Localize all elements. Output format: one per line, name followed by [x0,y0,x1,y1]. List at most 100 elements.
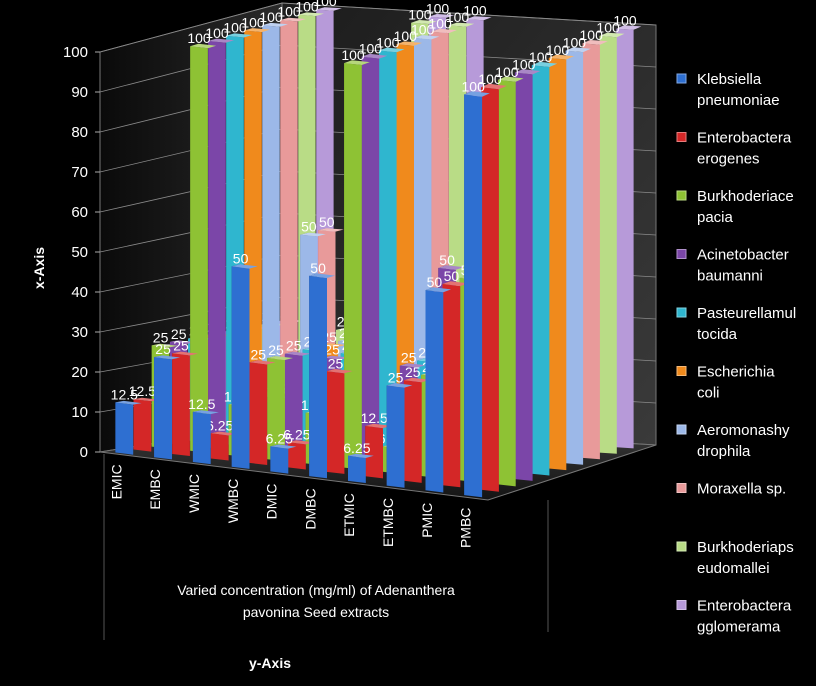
data-label: 50 [444,268,460,284]
data-label: 25 [173,337,189,353]
data-label: 12.5 [361,410,388,426]
bar-top [280,17,306,22]
legend-label: pneumoniae [697,92,780,109]
data-label: 100 [408,6,432,22]
data-label: 25 [388,370,404,386]
bar-top [115,400,142,405]
bar-front [425,290,444,493]
data-label: 50 [233,251,249,267]
bar: 50 [309,260,335,479]
y-tick-label: 30 [71,324,88,341]
legend-label: drophila [697,443,751,460]
y-tick-label: 20 [71,364,88,381]
legend-entry: Enterobactera gglomerama [676,598,792,636]
bar-front [115,402,134,455]
data-label: 12.5 [111,387,138,403]
data-label: 100 [580,27,604,43]
data-label: 100 [277,4,301,20]
bar: 6.25 [343,440,374,483]
bar-top [425,287,452,293]
bar: 25 [326,355,353,474]
legend-label: Pasteurellamul [697,305,796,322]
legend-swatch [676,73,687,84]
x-axis-title: pavonina Seed extracts [243,604,389,620]
legend-swatch [676,483,687,493]
data-label: 6.25 [266,431,293,447]
legend-label: erogenes [697,151,760,168]
data-label: 100 [529,49,553,65]
bar-top [442,281,469,287]
legend: Klebsiella pneumoniae Enterobactera erogene… [676,71,796,636]
data-label: 25 [405,364,421,380]
x-tick-label: ETMIC [341,493,357,537]
data-label: 100 [478,71,502,87]
legend-label: Burkhoderiace [697,188,794,205]
data-label: 25 [286,338,302,354]
y-tick-label: 60 [71,204,88,221]
y-tick-label: 90 [71,84,88,101]
data-label: 50 [319,214,335,230]
bar: 25 [154,341,181,460]
x-tick-label: PMBC [458,508,474,548]
data-label: 100 [376,34,400,50]
bar-top [210,431,237,436]
y-tick-label: 0 [80,444,88,461]
bar-top [464,91,490,97]
legend-label: Moraxella sp. [697,481,786,498]
data-label: 100 [546,42,570,58]
data-label: 6.25 [283,426,310,442]
bar: 100 [394,28,422,457]
bar: 12.5 [129,383,160,452]
bar-top [318,228,344,232]
plot-bars: 25100252510010012.5505010025100252510010… [111,0,642,498]
bar-top [481,83,507,90]
bar-front [403,380,422,483]
bar-top [599,32,625,38]
bar: 100 [529,49,558,476]
bar-front [133,399,152,452]
data-label: 100 [241,14,265,30]
bar-front [396,44,414,457]
legend-label: coli [697,385,720,402]
bar-front [514,72,533,481]
data-label: 25 [153,329,169,345]
bar: 25 [284,338,311,458]
legend-label: Escherichia [697,364,775,381]
x-tick-label: ETMBC [380,498,396,547]
bar-top [249,360,276,365]
bar-top [288,440,314,445]
data-label: 100 [446,9,470,25]
data-label: 100 [411,22,435,38]
bar-top [309,273,335,278]
bar-top [326,369,353,374]
data-label: 50 [427,274,443,290]
legend-label: Aeromonashy [697,422,790,439]
x-axis-title-box: Varied concentration (mg/ml) of Adenanth… [103,454,549,640]
bar-top [348,453,374,458]
bar: 100 [580,27,608,460]
bar-top [414,35,440,40]
legend-label: baumanni [697,268,763,285]
bar-top [169,340,196,344]
bar-top [365,423,391,429]
legend-swatch [676,600,687,610]
bar-front [361,56,380,466]
bar-top [361,53,388,59]
bar: 50 [442,268,469,488]
bar-top [616,25,642,30]
data-label: 100 [394,28,418,44]
bar: 100 [259,9,288,440]
bar-top [548,54,574,60]
bar-top [428,14,455,18]
bar-front [270,446,289,474]
data-label: 100 [462,79,486,95]
bar-front [288,442,306,470]
legend-entry: Acinetobacter baumanni [676,247,789,285]
bar-top [466,16,492,21]
data-label: 50 [310,260,326,276]
data-label: 100 [313,0,337,9]
legend-swatch [676,132,687,142]
bar: 100 [462,79,490,498]
x-tick-label: DMBC [302,488,318,529]
plot-axes: 0 10 20 30 40 50 60 70 80 90 100 EMIC EMBC WMIC WMBC DM… [63,44,474,548]
